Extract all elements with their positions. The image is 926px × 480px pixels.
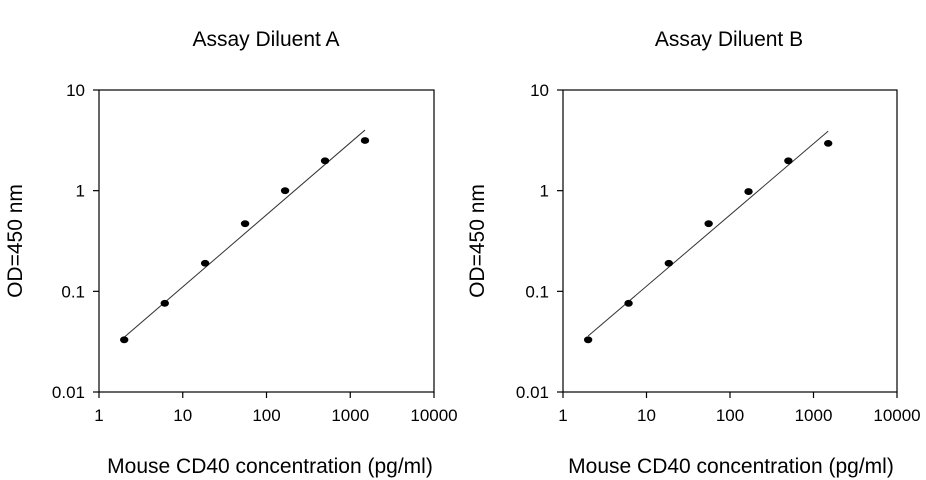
x-tick-label: 10	[173, 406, 192, 425]
y-axis-label: OD=450 nm	[466, 184, 489, 298]
x-axis-label: Mouse CD40 concentration (pg/ml)	[107, 455, 433, 478]
data-point	[120, 336, 129, 344]
data-point	[583, 336, 593, 344]
data-point	[624, 299, 633, 307]
y-tick-label: 1	[76, 182, 85, 201]
y-axis-label: OD=450 nm	[4, 184, 27, 298]
x-tick-label: 1	[94, 406, 103, 425]
data-point	[784, 157, 793, 165]
data-point	[160, 299, 169, 307]
data-point	[664, 259, 674, 267]
x-tick-label: 100	[716, 406, 744, 425]
x-tick-label: 100	[252, 406, 280, 425]
y-tick-label: 0.01	[52, 383, 85, 402]
data-point	[280, 187, 290, 195]
data-point	[744, 188, 753, 195]
plot-area-frame	[98, 89, 435, 393]
data-point	[824, 139, 833, 147]
data-point	[360, 137, 370, 144]
axis-ticks: 1 10 100 1000 10000 0.01 0.1 1 10	[52, 81, 458, 425]
x-tick-label: 1000	[795, 406, 833, 425]
chart-panel-b: Assay Diluent B OD=450 nm Mouse CD40 con…	[466, 28, 921, 478]
chart-title: Assay Diluent B	[655, 28, 803, 51]
x-tick-label: 10000	[410, 406, 457, 425]
x-tick-label: 1	[558, 406, 567, 425]
y-tick-label: 10	[66, 81, 85, 100]
data-point	[320, 157, 330, 165]
y-tick-label: 0.01	[516, 383, 549, 402]
plot-area-frame	[562, 89, 898, 393]
data-points	[583, 139, 833, 344]
data-point	[240, 220, 250, 228]
y-tick-label: 10	[530, 81, 549, 100]
chart-panel-a: Assay Diluent A OD=450 nm Mouse CD40 con…	[4, 28, 458, 478]
x-axis-label: Mouse CD40 concentration (pg/ml)	[568, 455, 894, 478]
x-tick-label: 10000	[873, 406, 920, 425]
y-tick-label: 0.1	[525, 282, 549, 301]
y-tick-label: 0.1	[61, 282, 85, 301]
data-point	[704, 220, 713, 228]
chart-title: Assay Diluent A	[192, 28, 339, 51]
data-point	[200, 259, 210, 267]
axis-ticks: 1 10 100 1000 10000 0.01 0.1 1 10	[516, 81, 921, 425]
x-tick-label: 1000	[331, 406, 369, 425]
x-tick-label: 10	[637, 406, 656, 425]
data-points	[120, 137, 370, 344]
y-tick-label: 1	[540, 182, 549, 201]
